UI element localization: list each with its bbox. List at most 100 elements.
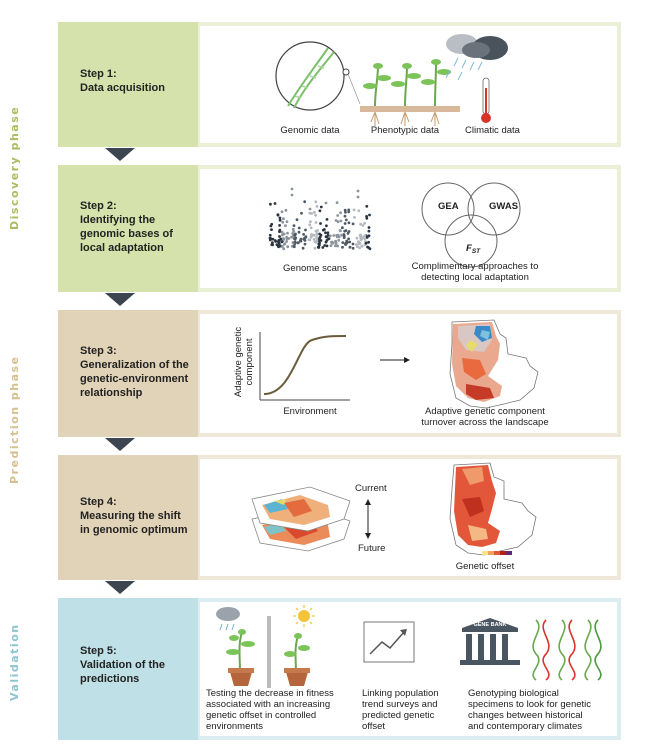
- step-3-title-line-1: Generalization of the: [80, 359, 189, 371]
- scan-point: [275, 243, 279, 246]
- dna-icon: [275, 41, 361, 111]
- scan-point: [277, 242, 281, 246]
- scan-point: [286, 245, 290, 249]
- scan-point: [280, 210, 284, 214]
- dna-strands-icon: [532, 619, 602, 681]
- scan-point: [325, 235, 328, 239]
- scan-point: [284, 208, 288, 212]
- scan-outlier-point: [356, 195, 360, 199]
- step-1-title: Data acquisition: [80, 82, 165, 94]
- plants-icon: [360, 59, 460, 126]
- scan-point: [269, 202, 272, 206]
- scan-point: [325, 239, 329, 242]
- scan-point: [341, 241, 345, 244]
- scan-point: [342, 234, 346, 238]
- scan-point: [323, 228, 326, 231]
- scan-point: [281, 220, 285, 224]
- arrow-icon: [380, 357, 410, 363]
- scan-point: [277, 244, 281, 248]
- scan-point: [317, 246, 321, 249]
- genomic-data-label: Genomic data: [280, 125, 340, 136]
- scan-point: [282, 247, 286, 251]
- scan-point: [368, 213, 371, 217]
- scan-point: [359, 222, 362, 226]
- scan-point: [308, 238, 312, 242]
- scan-point: [303, 200, 307, 204]
- scan-point: [278, 218, 282, 222]
- approaches-label-line-2: detecting local adaptation: [421, 272, 529, 283]
- venn-gea-label: GEA: [438, 201, 459, 212]
- scan-point: [303, 239, 307, 242]
- scan-point: [285, 237, 289, 241]
- scan-point: [278, 228, 282, 232]
- scan-point: [334, 239, 337, 243]
- scan-point: [365, 216, 369, 220]
- step-1-band: Step 1: Data acquisition: [58, 22, 621, 147]
- scan-point: [324, 231, 327, 235]
- scan-point: [336, 220, 340, 224]
- scan-point: [344, 229, 348, 232]
- scan-point: [313, 211, 316, 214]
- gene-bank-icon: GENE BANK: [460, 618, 520, 665]
- scan-point: [304, 228, 307, 232]
- scan-point: [344, 218, 348, 222]
- environment-axis-label: Environment: [283, 406, 337, 417]
- step-4-box: Step 4: Measuring the shift in genomic o…: [58, 455, 198, 580]
- genotyping-line-2: specimens to look for genetic: [468, 699, 592, 710]
- scan-point: [319, 239, 323, 242]
- scan-point: [344, 243, 347, 246]
- scan-point: [310, 234, 313, 238]
- step-5-title-line-2: predictions: [80, 673, 140, 685]
- population-trend-line-2: trend surveys and: [362, 699, 438, 710]
- scan-point: [282, 237, 286, 241]
- scan-point: [337, 238, 341, 242]
- turnover-map: [449, 319, 539, 409]
- scan-point: [319, 222, 322, 225]
- scan-point: [339, 229, 342, 233]
- population-trend-line-3: predicted genetic: [362, 710, 435, 721]
- scan-point: [309, 226, 313, 230]
- scan-point: [367, 240, 370, 244]
- step-3-box: Step 3: Generalization of the genetic-en…: [58, 310, 198, 437]
- gene-bank-label: GENE BANK: [473, 622, 506, 628]
- scan-point: [344, 210, 347, 214]
- scan-outlier-point: [356, 189, 360, 193]
- turnover-caption-line-1: Adaptive genetic component: [425, 406, 545, 417]
- scan-point: [353, 216, 356, 219]
- scan-point: [346, 232, 350, 235]
- step-4-number: Step 4:: [80, 496, 117, 508]
- scan-point: [312, 238, 316, 241]
- step-3-band: Step 3: Generalization of the genetic-en…: [58, 310, 621, 437]
- scan-point: [363, 221, 366, 225]
- scan-point: [360, 237, 363, 241]
- step-5-panel: GENE BANK Testing the decrease in fitnes…: [200, 602, 617, 736]
- scan-point: [347, 210, 351, 214]
- step-2-band: Step 2: Identifying the genomic bases of…: [58, 165, 621, 292]
- scan-point: [364, 241, 368, 245]
- sun-plant-icon: [284, 605, 315, 686]
- venn-gwas-label: GWAS: [489, 201, 518, 212]
- scan-point: [367, 226, 371, 229]
- discovery-phase-label: Discovery phase: [8, 105, 21, 231]
- phenotypic-data-label: Phenotypic data: [370, 125, 440, 136]
- step-2-title-line-2: genomic bases of: [80, 228, 173, 240]
- step-5-title-line-1: Validation of the: [80, 659, 165, 671]
- scan-point: [336, 235, 339, 238]
- step-5-box: Step 5: Validation of the predictions: [58, 598, 198, 740]
- scan-point: [336, 244, 340, 248]
- scan-point: [329, 244, 333, 247]
- scan-point: [319, 205, 323, 209]
- scan-point: [282, 217, 285, 221]
- scan-outlier-point: [290, 193, 294, 197]
- scan-point: [318, 209, 322, 213]
- scan-point: [293, 233, 297, 237]
- step-3-number: Step 3:: [80, 345, 117, 357]
- step-5-number: Step 5:: [80, 645, 117, 657]
- validation-illustration: GENE BANK: [216, 605, 602, 688]
- scan-point: [348, 240, 352, 244]
- data-acquisition-illustration: [275, 34, 508, 126]
- step-2-title-line-3: local adaptation: [80, 242, 164, 254]
- scan-point: [302, 233, 305, 236]
- future-label: Future: [358, 543, 385, 554]
- scan-point: [277, 238, 281, 242]
